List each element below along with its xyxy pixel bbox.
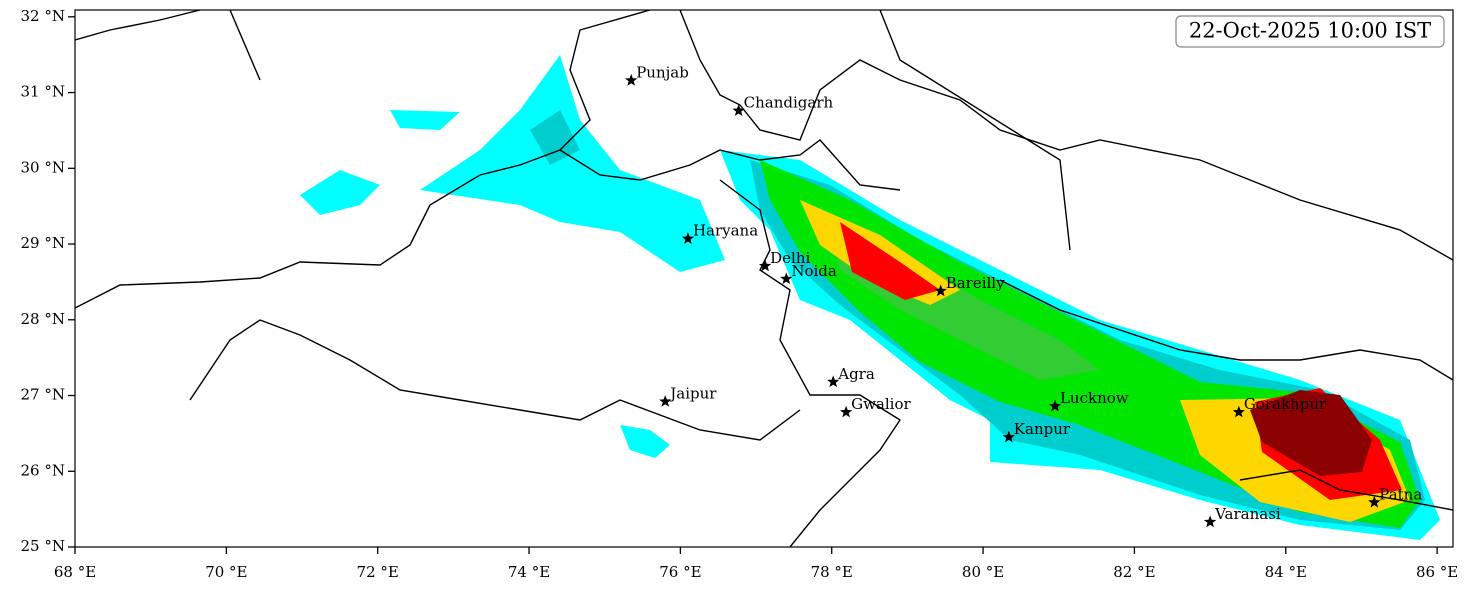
x-tick-label: 68 °E: [54, 563, 96, 581]
x-tick-label: 78 °E: [811, 563, 853, 581]
city-label: Lucknow: [1060, 389, 1129, 407]
city-label: Punjab: [636, 63, 689, 81]
city-label: Delhi: [770, 249, 810, 267]
border-line: [1239, 469, 1453, 511]
rain-intense: [840, 222, 940, 300]
y-tick-label: 31 °N: [21, 83, 65, 101]
x-tick-label: 86 °E: [1416, 563, 1458, 581]
city-label: Patna: [1379, 485, 1422, 503]
city-marker: [759, 259, 772, 272]
boundaries: [75, 10, 1453, 547]
x-tick-label: 74 °E: [508, 563, 550, 581]
city-label: Bareilly: [946, 274, 1005, 292]
border-line: [679, 10, 1453, 261]
city-marker: [681, 232, 695, 244]
city-label: Jaipur: [668, 385, 717, 403]
city-label: Haryana: [693, 222, 758, 240]
rain-moderate: [530, 110, 580, 165]
x-tick-label: 72 °E: [357, 563, 399, 581]
x-tick-label: 70 °E: [205, 563, 247, 581]
border-line: [75, 10, 651, 309]
plot-frame: [74, 9, 1454, 548]
x-tick-label: 82 °E: [1113, 563, 1155, 581]
city-marker: [934, 284, 947, 297]
city-label: Agra: [837, 365, 875, 383]
y-tick-label: 25 °N: [21, 537, 65, 555]
timestamp-box: [1175, 15, 1445, 48]
city-label: Gwalior: [851, 395, 911, 413]
border-line: [999, 279, 1453, 381]
city-marker: [1368, 495, 1381, 508]
y-tick-label: 28 °N: [21, 310, 65, 328]
border-line: [559, 139, 901, 191]
city-marker: [732, 104, 745, 116]
city-marker: [1048, 399, 1062, 412]
city-marker: [625, 73, 638, 86]
y-tick-label: 29 °N: [21, 234, 65, 252]
city-marker: [780, 272, 793, 285]
city-marker: [1002, 430, 1015, 443]
y-tick-label: 30 °N: [21, 158, 65, 176]
city-label: Varanasi: [1214, 505, 1281, 523]
city-marker: [1232, 405, 1245, 418]
rain-light: [620, 425, 670, 458]
city-label: Noida: [791, 262, 837, 280]
rain-light: [420, 55, 725, 272]
border-line: [75, 10, 1071, 251]
city-marker: [839, 405, 853, 418]
city-marker: [1203, 515, 1217, 528]
rain-light: [390, 110, 460, 130]
city-marker: [659, 395, 672, 407]
y-tick-label: 32 °N: [21, 7, 65, 25]
y-tick-label: 27 °N: [21, 386, 65, 404]
city-label: Kanpur: [1014, 420, 1071, 438]
city-label: Gorakhpur: [1244, 395, 1327, 413]
border-line: [189, 319, 801, 441]
border-line: [719, 179, 901, 547]
rain-extreme: [1250, 390, 1372, 476]
city-marker: [827, 375, 840, 388]
timestamp: 22-Oct-2025 10:00 IST: [1189, 19, 1431, 43]
rain-light: [300, 170, 380, 215]
x-tick-label: 84 °E: [1265, 563, 1307, 581]
x-tick-label: 76 °E: [659, 563, 701, 581]
y-tick-label: 26 °N: [21, 461, 65, 479]
x-tick-label: 80 °E: [962, 563, 1004, 581]
city-label: Chandigarh: [744, 94, 834, 112]
